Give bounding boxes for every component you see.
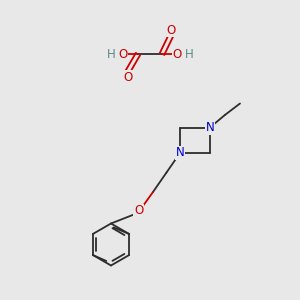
Text: N: N [206, 121, 214, 134]
Text: O: O [118, 47, 127, 61]
Text: O: O [172, 47, 182, 61]
Text: H: H [184, 47, 194, 61]
Text: N: N [176, 146, 184, 160]
Text: O: O [123, 71, 132, 84]
Text: O: O [167, 23, 176, 37]
Text: O: O [134, 204, 143, 217]
Text: H: H [106, 47, 116, 61]
